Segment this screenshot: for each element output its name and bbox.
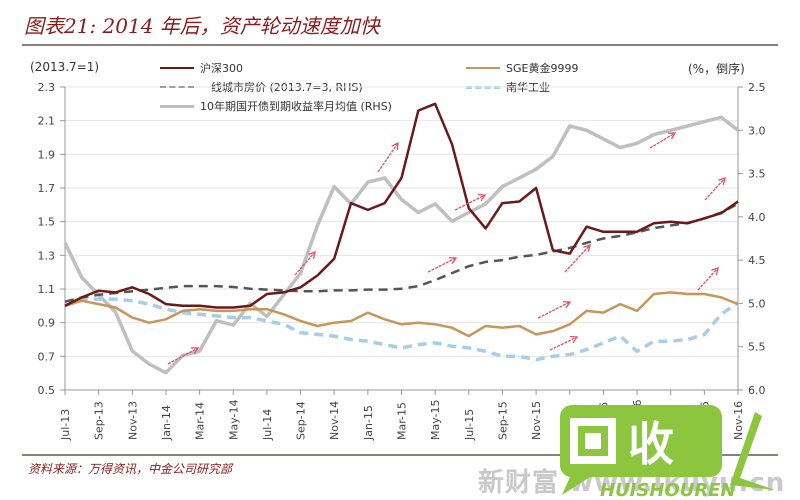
x-axis-tick-label: Mar-15 — [396, 402, 409, 440]
x-axis-tick-label: May-15 — [429, 399, 442, 440]
right-axis-tick-label: 5.5 — [748, 341, 766, 354]
x-axis-tick-label: Mar-14 — [194, 402, 207, 440]
x-axis-tick-label: Nov-14 — [328, 401, 341, 440]
series-line — [64, 102, 739, 309]
series-line — [64, 297, 740, 362]
footer-divider — [22, 454, 778, 456]
x-axis-tick-label: Jul-14 — [261, 409, 274, 441]
title-divider — [22, 44, 778, 46]
arrow-icon — [477, 194, 487, 202]
legend-item-gold: SGE黄金9999 — [466, 60, 578, 76]
rotation-arrows — [167, 132, 726, 365]
left-axis-tick-label: 1.1 — [38, 283, 56, 296]
right-axis-tick-label: 6.0 — [748, 384, 766, 397]
x-axis-tick-label: Jul-13 — [59, 409, 72, 441]
huishouren-logo-icon: 收 HUISHOUREN — [559, 405, 775, 500]
x-axis-tick-label: Sep-14 — [295, 401, 308, 440]
series-line — [64, 291, 739, 338]
left-axis-unit: (2013.7=1) — [30, 60, 100, 74]
x-axis-tick-label: Jan-15 — [362, 405, 375, 441]
arrow-icon — [391, 141, 399, 151]
right-axis-unit: (%，倒序) — [688, 62, 745, 76]
arrow-icon — [711, 266, 719, 275]
arrow-icon — [667, 132, 677, 140]
x-axis-tick-label: Nov-16 — [732, 401, 745, 440]
right-axis-tick-label: 4.5 — [748, 254, 766, 267]
arrow-icon — [448, 257, 458, 265]
legend-item-bond: 10年期国开债到期收益率月均值 (RHS) — [160, 98, 392, 114]
legend-item-hs300: 沪深300 — [160, 60, 243, 76]
x-axis-tick-label: May-14 — [227, 399, 240, 440]
left-axis-tick-label: 0.7 — [38, 350, 56, 363]
arrow-icon — [583, 244, 591, 252]
legend-swatch-solid — [160, 67, 194, 69]
x-axis-tick-label: Nov-13 — [126, 401, 139, 440]
x-axis-tick-label: Jan-14 — [160, 405, 173, 441]
left-axis-tick-label: 1.3 — [38, 249, 56, 262]
arrow-icon — [190, 347, 200, 355]
legend-label: 沪深300 — [200, 62, 243, 75]
legend-swatch-solid — [160, 104, 194, 108]
left-axis-tick-label: 1.9 — [38, 148, 56, 161]
right-axis-tick-label: 2.5 — [748, 81, 766, 94]
chart-title: 图表21: 2014 年后，资产轮动速度加快 — [24, 14, 380, 38]
right-axis-tick-label: 5.0 — [748, 297, 766, 310]
svg-text:收: 收 — [628, 417, 674, 471]
series-line — [64, 202, 739, 303]
x-axis-tick-label: Sep-13 — [93, 401, 106, 440]
x-axis-tick-label: Sep-15 — [496, 401, 509, 440]
arrow-icon — [718, 176, 726, 185]
right-axis-tick-label: 3.0 — [748, 124, 766, 137]
left-axis-tick-label: 0.9 — [38, 317, 56, 330]
left-axis-tick-label: 0.5 — [38, 384, 56, 397]
left-axis-tick-label: 1.7 — [38, 182, 56, 195]
left-axis-tick-label: 1.5 — [38, 216, 56, 229]
source-note: 资料来源：万得资讯，中金公司研究部 — [28, 462, 233, 476]
legend-swatch-solid — [466, 67, 500, 69]
right-axis-tick-label: 3.5 — [748, 168, 766, 181]
arrow-icon — [308, 250, 316, 259]
arrow-icon — [562, 301, 572, 309]
left-axis-tick-label: 2.3 — [38, 81, 56, 94]
arrow-icon — [569, 335, 579, 344]
right-axis-tick-label: 4.0 — [748, 211, 766, 224]
x-axis-tick-label: Jul-15 — [463, 409, 476, 441]
left-axis-tick-label: 2.1 — [38, 115, 56, 128]
svg-text:HUISHOUREN: HUISHOUREN — [600, 480, 736, 500]
series-lines — [63, 102, 740, 375]
legend-label: SGE黄金9999 — [506, 62, 579, 75]
legend-label: 10年期国开债到期收益率月均值 (RHS) — [200, 100, 392, 113]
gridlines — [65, 86, 738, 391]
x-axis-tick-label: Nov-15 — [530, 401, 543, 440]
series-line — [63, 115, 740, 375]
